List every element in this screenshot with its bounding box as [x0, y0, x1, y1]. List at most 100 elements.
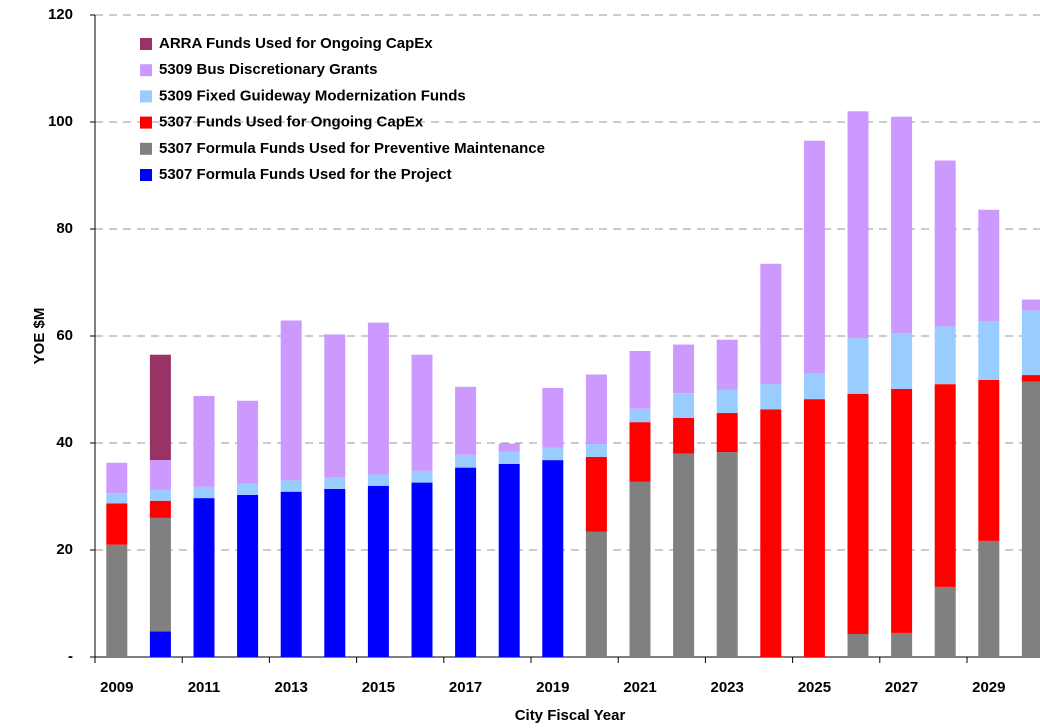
- y-tick-label: 80: [56, 220, 73, 237]
- legend-swatch: [140, 64, 152, 77]
- bar-segment: [978, 540, 1000, 657]
- x-tick-label: 2017: [449, 679, 482, 696]
- bar-segment: [847, 111, 869, 339]
- legend-label: 5309 Fixed Guideway Modernization Funds: [159, 87, 466, 104]
- bar-segment: [542, 460, 564, 657]
- bar-segment: [585, 374, 607, 445]
- bar-segment: [149, 489, 171, 501]
- bar-segment: [280, 480, 302, 492]
- bar-segment: [803, 373, 825, 400]
- bar-segment: [237, 494, 259, 657]
- bar-segment: [891, 388, 913, 633]
- bar-segment: [542, 387, 564, 448]
- bar-segment: [237, 483, 259, 495]
- bar-segment: [716, 413, 738, 453]
- bar-segment: [629, 350, 651, 409]
- legend-swatch: [140, 38, 152, 50]
- bar-segment: [847, 633, 869, 657]
- bar-segment: [324, 334, 346, 478]
- bar-segment: [411, 482, 433, 657]
- x-tick-label: 2027: [885, 679, 918, 696]
- bar-segment: [193, 498, 215, 657]
- bar-segment: [106, 493, 128, 504]
- legend-label: 5309 Bus Discretionary Grants: [159, 61, 377, 78]
- x-tick-label: 2029: [972, 679, 1005, 696]
- bar-segment: [542, 447, 564, 461]
- x-tick-label: 2015: [362, 679, 395, 696]
- bar-segment: [934, 326, 956, 385]
- bar-segment: [891, 333, 913, 389]
- bar-segment: [367, 474, 389, 486]
- bar-segment: [149, 354, 171, 461]
- bar-segment: [1021, 299, 1040, 311]
- bar-segment: [193, 486, 215, 499]
- bar-segment: [673, 393, 695, 418]
- bar-segment: [1021, 310, 1040, 376]
- bar-segment: [803, 140, 825, 374]
- legend-label: 5307 Formula Funds Used for the Project: [159, 166, 452, 183]
- bar-segment: [106, 544, 128, 657]
- legend-swatch: [140, 90, 152, 103]
- bar-segment: [716, 389, 738, 414]
- bar-segment: [760, 409, 782, 657]
- bar-segment: [585, 444, 607, 457]
- x-tick-label: 2019: [536, 679, 569, 696]
- bar-segment: [455, 467, 477, 657]
- bar-segment: [237, 400, 259, 484]
- bar-segment: [716, 339, 738, 390]
- bar-segment: [498, 463, 520, 657]
- legend-label: ARRA Funds Used for Ongoing CapEx: [159, 35, 433, 52]
- bar-segment: [280, 491, 302, 657]
- bar-segment: [193, 395, 215, 487]
- bar-segment: [1021, 375, 1040, 382]
- bar-segment: [106, 503, 128, 545]
- bar-segment: [934, 160, 956, 327]
- bar-segment: [149, 500, 171, 518]
- bar-segment: [673, 344, 695, 394]
- bar-segment: [324, 477, 346, 490]
- y-tick-label: 120: [48, 6, 73, 23]
- bar-segment: [629, 422, 651, 482]
- x-tick-label: 2021: [623, 679, 656, 696]
- y-tick-label: 20: [56, 541, 73, 558]
- bar-segment: [149, 631, 171, 657]
- bar-segment: [280, 320, 302, 481]
- legend-swatch: [140, 169, 152, 181]
- y-tick-label: 40: [56, 434, 73, 451]
- bar-segment: [411, 470, 433, 483]
- bar-segment: [978, 321, 1000, 380]
- bar-segment: [629, 408, 651, 423]
- bar-segment: [367, 322, 389, 475]
- bar-segment: [367, 485, 389, 657]
- legend-label: 5307 Formula Funds Used for Preventive M…: [159, 140, 545, 157]
- x-tick-label: 2009: [100, 679, 133, 696]
- bar-segment: [847, 338, 869, 394]
- y-tick-label: -: [68, 648, 73, 665]
- legend-swatch: [140, 116, 152, 129]
- bar-segment: [585, 456, 607, 532]
- bar-segment: [716, 452, 738, 657]
- x-tick-label: 2011: [188, 679, 221, 696]
- bar-segment: [455, 454, 477, 468]
- y-axis-label: YOE $M: [31, 308, 48, 365]
- x-tick-label: 2023: [711, 679, 744, 696]
- legend-label: 5307 Funds Used for Ongoing CapEx: [159, 114, 424, 131]
- bar-segment: [760, 384, 782, 410]
- bar-segment: [891, 116, 913, 334]
- bar-segment: [1021, 381, 1040, 657]
- x-axis-label: City Fiscal Year: [515, 707, 626, 724]
- y-tick-label: 60: [56, 327, 73, 344]
- bar-segment: [803, 399, 825, 657]
- bar-segment: [455, 386, 477, 455]
- bar-segment: [673, 453, 695, 657]
- bar-segment: [934, 586, 956, 657]
- bar-segment: [585, 531, 607, 657]
- bar-segment: [629, 481, 651, 657]
- bar-segment: [106, 462, 128, 494]
- bar-segment: [760, 263, 782, 385]
- bar-segment: [498, 451, 520, 464]
- legend-swatch: [140, 142, 152, 155]
- bar-segment: [847, 393, 869, 634]
- bar-segment: [673, 417, 695, 454]
